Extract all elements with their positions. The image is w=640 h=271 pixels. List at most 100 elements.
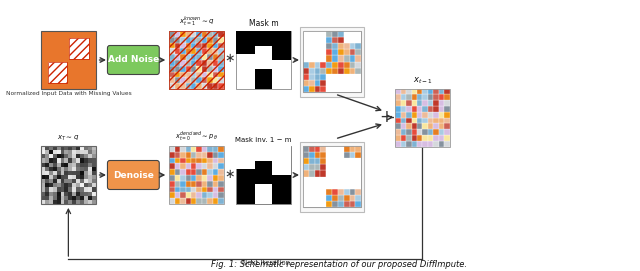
- Bar: [52, 154, 57, 159]
- Bar: [45, 196, 49, 200]
- Bar: [45, 171, 49, 175]
- Bar: [196, 66, 202, 72]
- Bar: [255, 146, 271, 160]
- Bar: [213, 146, 218, 152]
- Bar: [326, 183, 332, 189]
- Bar: [52, 167, 57, 171]
- Bar: [196, 158, 202, 163]
- Bar: [406, 106, 412, 112]
- Bar: [326, 201, 332, 207]
- Bar: [428, 94, 433, 100]
- Bar: [338, 176, 344, 183]
- Bar: [395, 94, 401, 100]
- Bar: [57, 154, 61, 159]
- Bar: [326, 31, 332, 37]
- Bar: [303, 31, 308, 37]
- Bar: [72, 154, 76, 159]
- Bar: [314, 55, 321, 62]
- Bar: [349, 49, 355, 55]
- Bar: [41, 175, 45, 179]
- Bar: [406, 94, 412, 100]
- Bar: [326, 170, 332, 176]
- Bar: [68, 150, 72, 154]
- Bar: [417, 112, 422, 118]
- Bar: [355, 195, 361, 201]
- Bar: [180, 54, 186, 60]
- Bar: [338, 49, 344, 55]
- Bar: [314, 49, 321, 55]
- Bar: [213, 192, 218, 198]
- Bar: [321, 189, 326, 195]
- Bar: [175, 181, 180, 187]
- Bar: [92, 171, 96, 175]
- Bar: [439, 100, 444, 106]
- Bar: [57, 192, 61, 196]
- Bar: [68, 167, 72, 171]
- Bar: [412, 118, 417, 123]
- Bar: [196, 146, 202, 152]
- Bar: [191, 54, 196, 60]
- Bar: [300, 27, 364, 97]
- Bar: [169, 83, 175, 89]
- Bar: [422, 141, 428, 147]
- Bar: [417, 106, 422, 112]
- Bar: [303, 31, 361, 92]
- Bar: [68, 146, 72, 150]
- Bar: [41, 159, 45, 163]
- Bar: [213, 31, 218, 37]
- Bar: [428, 135, 433, 141]
- Bar: [207, 37, 213, 43]
- Bar: [186, 192, 191, 198]
- Bar: [344, 37, 349, 43]
- Bar: [191, 192, 196, 198]
- Bar: [207, 54, 213, 60]
- Bar: [68, 196, 72, 200]
- Bar: [49, 200, 52, 204]
- Bar: [169, 31, 175, 37]
- Bar: [175, 83, 180, 89]
- Bar: [422, 118, 428, 123]
- Bar: [52, 200, 57, 204]
- Bar: [80, 146, 84, 150]
- Bar: [314, 201, 321, 207]
- Bar: [326, 49, 332, 55]
- Bar: [92, 163, 96, 167]
- Bar: [355, 80, 361, 86]
- Bar: [207, 49, 213, 54]
- Bar: [332, 146, 338, 152]
- Bar: [88, 196, 92, 200]
- Text: $\ast$: $\ast$: [224, 167, 235, 180]
- Bar: [303, 55, 308, 62]
- Bar: [45, 192, 49, 196]
- Bar: [207, 72, 213, 78]
- Bar: [57, 200, 61, 204]
- Bar: [314, 164, 321, 170]
- Bar: [308, 183, 314, 189]
- Bar: [57, 196, 61, 200]
- Bar: [417, 141, 422, 147]
- Bar: [344, 164, 349, 170]
- Bar: [92, 159, 96, 163]
- Bar: [49, 159, 52, 163]
- Bar: [202, 187, 207, 192]
- Bar: [175, 192, 180, 198]
- Bar: [207, 163, 213, 169]
- Bar: [444, 141, 450, 147]
- Bar: [84, 163, 88, 167]
- Bar: [207, 152, 213, 158]
- Bar: [68, 159, 72, 163]
- Bar: [202, 60, 207, 66]
- Bar: [175, 66, 180, 72]
- Bar: [196, 83, 202, 89]
- Bar: [433, 141, 439, 147]
- Bar: [428, 129, 433, 135]
- Bar: [92, 154, 96, 159]
- Bar: [439, 112, 444, 118]
- Bar: [61, 175, 65, 179]
- Bar: [207, 60, 213, 66]
- Bar: [92, 175, 96, 179]
- Bar: [175, 158, 180, 163]
- Bar: [186, 181, 191, 187]
- Bar: [191, 169, 196, 175]
- Bar: [52, 159, 57, 163]
